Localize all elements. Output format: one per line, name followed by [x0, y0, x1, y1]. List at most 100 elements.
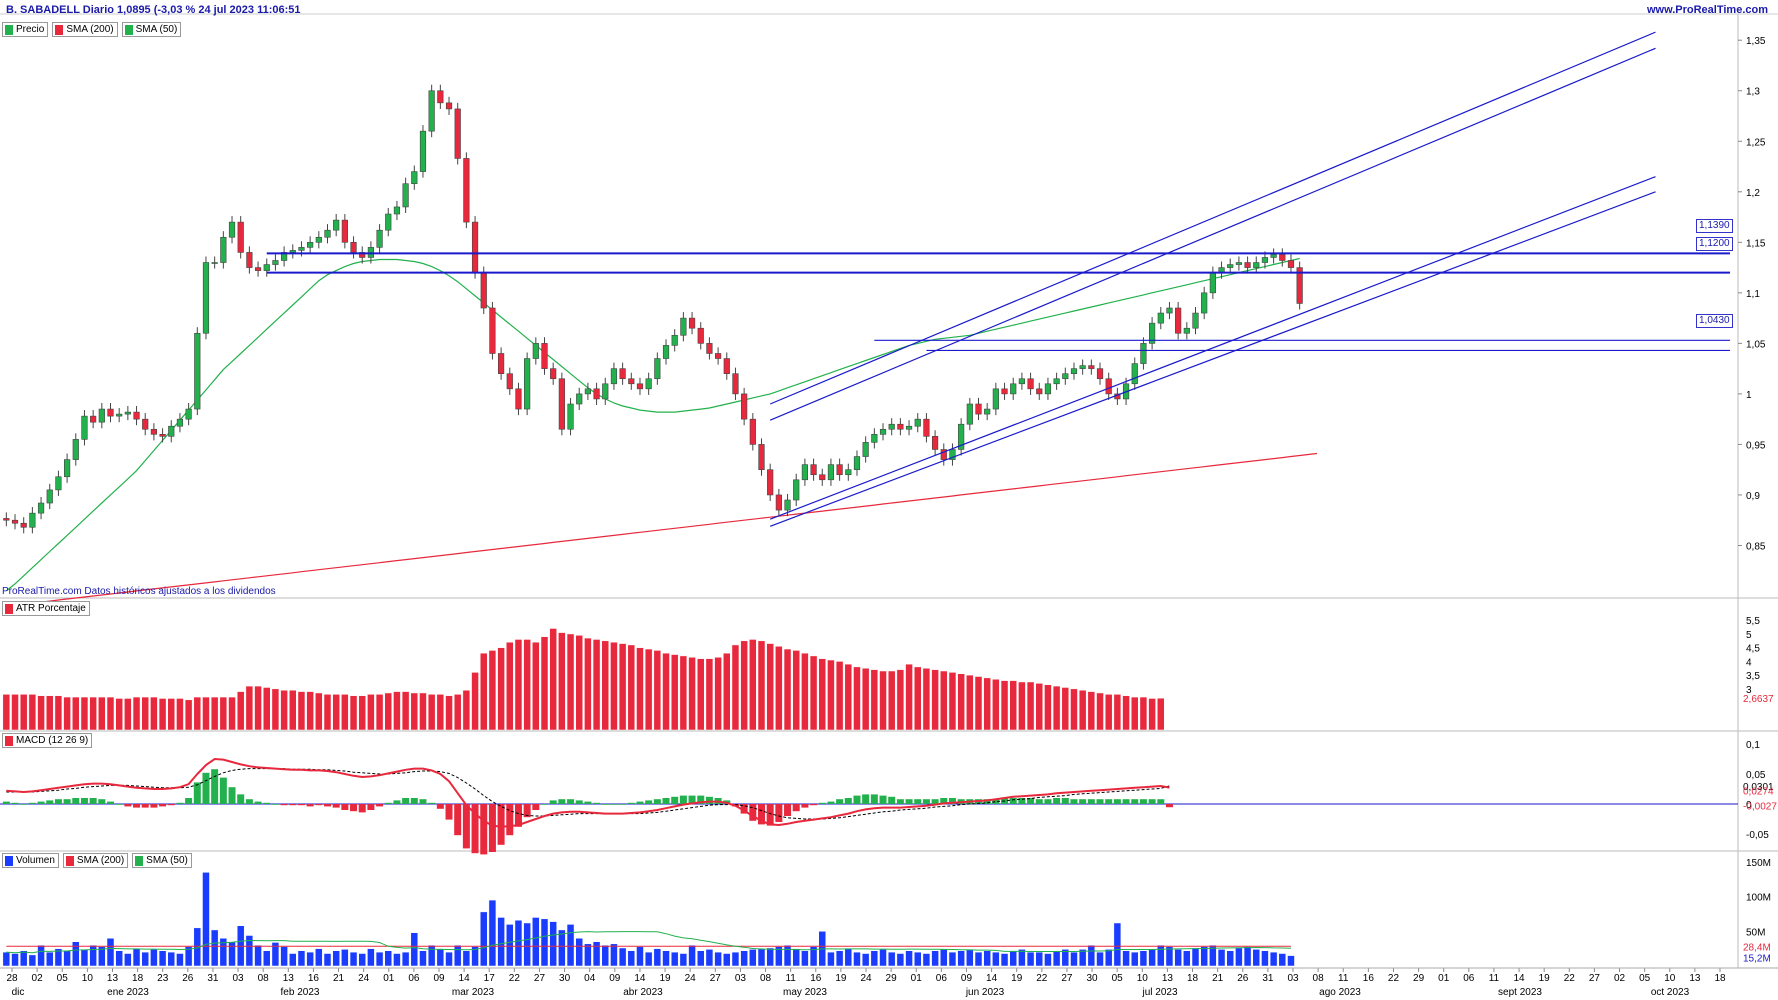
- volume-bar: [202, 872, 210, 967]
- price-legend: Precio SMA (200) SMA (50): [2, 22, 182, 37]
- data-credit: ProRealTime.com Datos históricos ajustad…: [2, 586, 276, 597]
- atr-bar: [922, 668, 931, 731]
- macd-histogram-bar: [98, 799, 106, 804]
- atr-tick-label: 5: [1746, 630, 1752, 641]
- legend-macd[interactable]: MACD (12 26 9): [2, 733, 93, 748]
- atr-bar: [158, 698, 167, 731]
- macd-histogram-bar: [645, 800, 653, 804]
- legend-sma200[interactable]: SMA (200): [52, 22, 118, 37]
- x-tick-label: 28: [6, 973, 18, 984]
- legend-price[interactable]: Precio: [2, 22, 49, 37]
- legend-volume[interactable]: Volumen: [2, 853, 59, 868]
- atr-tick-label: 4,5: [1746, 644, 1760, 655]
- volume-bar: [1191, 947, 1200, 967]
- candle: [1044, 383, 1052, 395]
- volume-bar: [1139, 950, 1148, 967]
- candle: [1053, 378, 1060, 385]
- macd-histogram-bar: [133, 804, 141, 808]
- macd-histogram-bar: [697, 795, 705, 804]
- x-tick-label: 08: [760, 973, 772, 984]
- atr-bar: [801, 652, 809, 731]
- macd-histogram-bar: [1122, 799, 1130, 804]
- atr-bar: [1070, 688, 1078, 731]
- x-tick-label: 26: [182, 973, 194, 984]
- macd-line: [6, 757, 1170, 828]
- legend-vol-sma50[interactable]: SMA (50): [132, 853, 192, 868]
- x-tick-label: 02: [32, 973, 44, 984]
- month-label: oct 2023: [1651, 987, 1690, 998]
- atr-bar: [575, 635, 583, 731]
- legend-atr[interactable]: ATR Porcentaje: [2, 601, 90, 616]
- atr-bar: [983, 677, 991, 731]
- macd-histogram-bar: [914, 799, 922, 804]
- volume-bar: [306, 951, 314, 967]
- x-tick-label: 09: [961, 973, 973, 984]
- candle: [1183, 327, 1190, 334]
- volume-bar: [375, 951, 384, 967]
- atr-bar: [167, 698, 176, 731]
- volume-bar: [896, 953, 905, 967]
- candle: [1157, 312, 1164, 324]
- macd-histogram-bar: [558, 799, 566, 804]
- legend-vol-sma200[interactable]: SMA (200): [62, 853, 129, 868]
- volume-bar: [705, 949, 714, 967]
- x-tick-label: 04: [584, 973, 596, 984]
- volume-bar: [1035, 951, 1044, 967]
- atr-bar: [375, 694, 384, 731]
- volume-bar: [618, 947, 627, 967]
- macd-histogram-bar: [671, 796, 679, 804]
- x-tick-label: 27: [1061, 973, 1073, 984]
- price-tick-label: 1,15: [1746, 238, 1766, 249]
- x-tick-label: 27: [710, 973, 722, 984]
- candle: [1235, 262, 1242, 265]
- atr-bar: [827, 659, 835, 731]
- macd-histogram-bar: [836, 799, 844, 804]
- atr-bar: [653, 650, 662, 731]
- x-tick-label: 19: [1539, 973, 1551, 984]
- atr-bar: [731, 644, 740, 731]
- macd-histogram-bar: [46, 800, 54, 804]
- candle: [220, 236, 227, 263]
- macd-histogram-bar: [688, 795, 696, 804]
- candle: [801, 464, 808, 481]
- volume-bar: [54, 948, 63, 967]
- atr-bar: [115, 698, 123, 731]
- atr-bar: [332, 694, 340, 731]
- macd-histogram-bar: [497, 804, 505, 845]
- volume-bar: [445, 951, 453, 967]
- macd-value-label: 0,0274: [1743, 787, 1774, 798]
- legend-sma50[interactable]: SMA (50): [121, 22, 182, 37]
- x-tick-label: 03: [1287, 973, 1299, 984]
- price-tick-label: 1,1: [1746, 289, 1760, 300]
- volume-bar: [158, 950, 167, 967]
- candle: [714, 353, 722, 359]
- macd-histogram-bar: [124, 804, 132, 807]
- macd-histogram-bar: [931, 799, 939, 804]
- x-tick-label: 30: [1086, 973, 1098, 984]
- macd-histogram-bar: [115, 804, 123, 805]
- candle: [810, 464, 817, 476]
- volume-bar: [271, 942, 280, 967]
- atr-bar: [132, 696, 141, 731]
- macd-histogram-bar: [332, 804, 340, 808]
- candle: [428, 90, 435, 132]
- candle: [211, 262, 218, 264]
- candle: [341, 219, 348, 243]
- site-link[interactable]: www.ProRealTime.com: [1646, 4, 1768, 16]
- candle: [680, 317, 687, 336]
- macd-histogram-bar: [480, 804, 488, 855]
- volume-bar: [1261, 950, 1269, 967]
- macd-histogram-bar: [176, 802, 184, 804]
- atr-bar: [289, 689, 297, 731]
- volume-bar: [1130, 951, 1139, 967]
- volume-bar: [766, 947, 774, 967]
- macd-tick-label: -0,05: [1746, 830, 1769, 841]
- volume-bar: [844, 948, 853, 967]
- candle: [992, 388, 999, 410]
- candle: [1270, 254, 1277, 258]
- candle: [767, 469, 774, 496]
- candle: [98, 408, 105, 423]
- macd-histogram-bar: [63, 799, 71, 804]
- candle: [29, 512, 36, 528]
- month-label: jul 2023: [1141, 987, 1177, 998]
